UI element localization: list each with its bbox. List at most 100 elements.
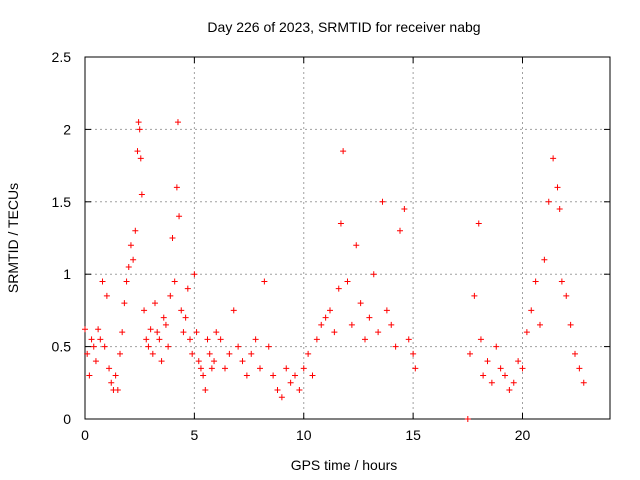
data-point [193,329,200,336]
data-point [84,350,91,357]
data-point [300,365,307,372]
y-tick-label: 0.5 [52,339,72,355]
data-point [211,358,218,365]
data-point [467,350,473,357]
data-point [283,365,290,372]
data-point [182,314,189,321]
data-point [114,387,121,394]
data-point [484,358,491,365]
data-point [141,307,148,314]
data-point [296,387,303,394]
x-tick-label: 5 [190,427,198,443]
data-point [388,321,395,328]
data-point [226,350,233,357]
x-tick-label: 20 [515,427,531,443]
data-point [189,350,196,357]
y-axis: 0 0.5 1 1.5 2 2.5 [52,49,610,427]
data-point [292,372,298,379]
data-point [366,314,373,321]
data-point [252,336,259,343]
data-point [550,155,557,162]
data-point [152,300,158,307]
data-point [375,329,382,336]
data-point [119,329,126,336]
data-point [412,365,419,372]
data-point [243,372,250,379]
x-tick-label: 0 [81,427,89,443]
data-point [136,126,143,133]
data-point [261,278,268,285]
data-point [510,379,517,386]
data-point [127,242,134,249]
data-point [123,278,130,285]
data-point [162,321,169,328]
data-point [143,336,150,343]
data-point [191,271,198,278]
data-point [327,307,333,314]
data-point [145,343,152,350]
data-point [174,119,181,126]
data-point [137,155,144,162]
data-point [132,227,139,234]
data-point [208,365,215,372]
data-point [112,372,119,379]
data-point [187,336,193,343]
data-point [344,278,351,285]
data-point [173,184,180,191]
data-point [392,343,399,350]
data-point [92,358,99,365]
data-point [202,387,209,394]
chart-title: Day 226 of 2023, SRMTID for receiver nab… [207,19,480,35]
data-point [230,307,237,314]
data-point [99,278,106,285]
data-point [125,263,132,270]
data-points [82,119,587,422]
data-point [471,292,478,299]
data-point [480,372,487,379]
data-point [383,307,390,314]
data-point [270,372,277,379]
x-axis: 0 5 10 15 20 [81,57,530,443]
data-point [197,365,204,372]
data-point [86,372,93,379]
data-point [108,379,115,386]
data-point [572,350,578,357]
data-point [410,350,417,357]
data-point [134,148,141,155]
data-point [171,278,178,285]
y-tick-label: 2.5 [52,49,72,65]
data-point [405,336,412,343]
data-point [537,321,543,328]
y-tick-label: 0 [63,411,71,427]
data-point [528,307,535,314]
data-point [309,372,316,379]
grid-lines [85,57,610,419]
data-point [370,271,377,278]
plot-frame [84,56,611,420]
data-point [130,256,137,263]
data-point [554,184,561,191]
x-tick-label: 15 [405,427,421,443]
y-axis-label: SRMTID / TECUs [5,183,21,293]
x-axis-label: GPS time / hours [291,457,398,473]
data-point [541,256,548,263]
data-point [287,379,294,386]
data-point [506,387,513,394]
data-point [257,365,263,372]
data-point [348,321,355,328]
data-point [379,198,386,205]
data-point [184,285,191,292]
data-point [103,292,110,299]
data-point [176,213,183,220]
data-point [217,336,224,343]
data-point [532,278,539,285]
data-point [149,350,156,357]
data-point [180,329,187,336]
data-point [204,336,211,343]
data-point [106,365,113,372]
data-point [401,206,408,213]
data-point [154,329,161,336]
data-point [101,343,108,350]
data-point [475,220,482,227]
data-point [556,206,563,213]
